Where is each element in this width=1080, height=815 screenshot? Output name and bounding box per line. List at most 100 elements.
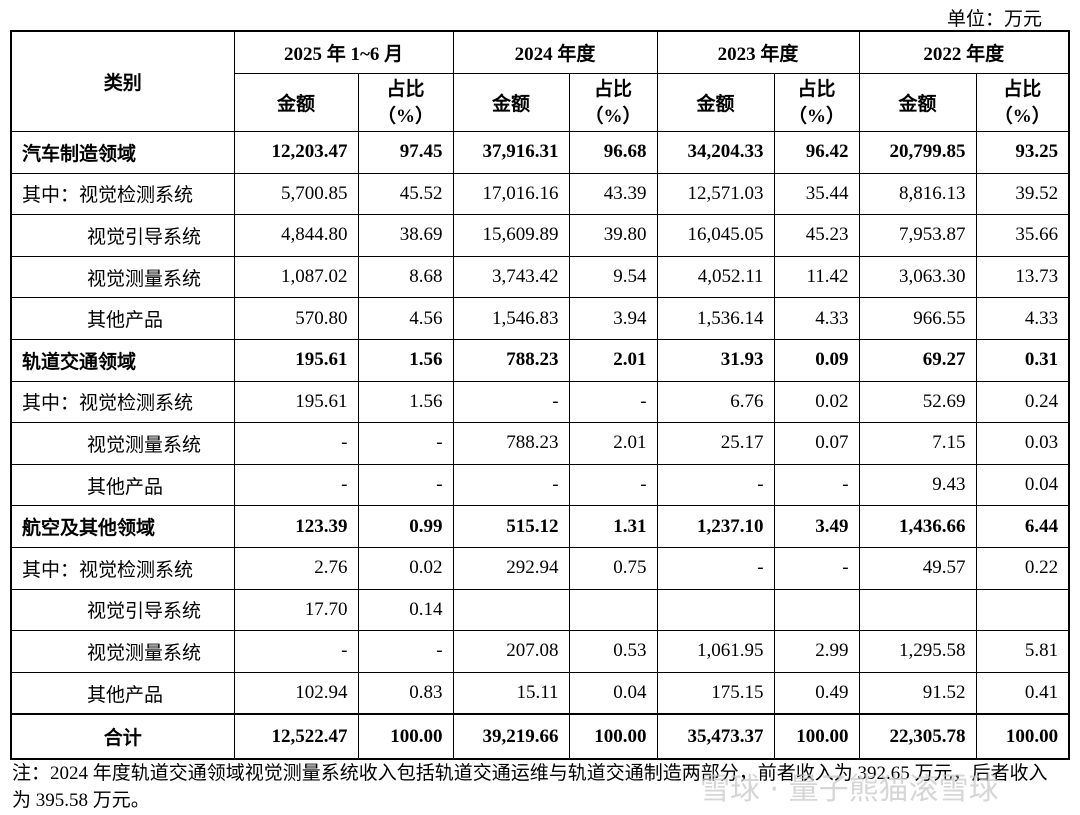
cell: 93.25 xyxy=(975,131,1070,174)
table-row: 汽车制造领域 12,203.47 97.45 37,916.31 96.68 34,204… xyxy=(10,131,1070,174)
header-row: 金额 占比 （%） 金额 占比 （%） 金额 占比 （%） 金额 占比 （%） xyxy=(11,73,1070,132)
cell: 207.08 xyxy=(452,630,570,673)
column-header: 占比 （%） xyxy=(773,73,860,132)
cell: 16,045.05 xyxy=(656,214,775,257)
cell: 39.52 xyxy=(975,172,1070,216)
cell: 31.93 xyxy=(656,338,775,382)
cell: 175.15 xyxy=(656,671,775,715)
column-header: 占比 （%） xyxy=(568,73,658,132)
row-label: 视觉测量系统 xyxy=(10,422,235,465)
cell: 6.44 xyxy=(975,505,1070,548)
header-row: 类别 2025 年 1~6 月 2024 年度 2023 年度 2022 年度 xyxy=(10,30,1070,132)
cell: 195.61 xyxy=(233,380,359,424)
cell: 966.55 xyxy=(858,297,977,340)
table-row: 其他产品 570.80 4.56 1,546.83 3.94 1,536.14 4.33 96… xyxy=(10,297,1070,340)
cell: 69.27 xyxy=(858,338,977,382)
cell xyxy=(858,588,977,632)
cell: 4.56 xyxy=(357,297,454,340)
cell: 0.02 xyxy=(357,546,454,590)
period-header: 2025 年 1~6 月 xyxy=(233,30,454,74)
cell: - xyxy=(233,422,359,465)
period-header: 2023 年度 xyxy=(656,30,860,74)
cell: 37,916.31 xyxy=(452,131,570,174)
cell: 0.03 xyxy=(975,422,1070,465)
cell: 1,436.66 xyxy=(858,505,977,548)
cell: 4.33 xyxy=(773,297,860,340)
cell: 0.07 xyxy=(773,422,860,465)
cell: 8,816.13 xyxy=(858,172,977,216)
total-row: 合计 12,522.47 100.00 39,219.66 100.00 35,473.3… xyxy=(10,713,1070,760)
cell: 17.70 xyxy=(233,588,359,632)
column-header: 金额 xyxy=(452,73,570,132)
cell: 96.42 xyxy=(773,131,860,174)
column-header: 金额 xyxy=(858,73,977,132)
cell: 1,546.83 xyxy=(452,297,570,340)
cell: 7,953.87 xyxy=(858,214,977,257)
cell: 45.23 xyxy=(773,214,860,257)
cell: 3,063.30 xyxy=(858,255,977,299)
row-label: 其中：视觉检测系统 xyxy=(10,172,235,216)
table-row: 其中：视觉检测系统 195.61 1.56- -6.76 0.02 52.69 0.24 xyxy=(10,380,1070,424)
cell: 0.41 xyxy=(975,671,1070,715)
cell: 0.09 xyxy=(773,338,860,382)
cell: - xyxy=(452,463,570,507)
unit-label: 单位：万元 xyxy=(946,9,1042,30)
cell: 4,844.80 xyxy=(233,214,359,257)
cell: - xyxy=(656,463,775,507)
cell xyxy=(568,588,658,632)
table-row: 其他产品 - - - - - -9.43 0.04 xyxy=(10,463,1070,507)
cell: 195.61 xyxy=(233,338,359,382)
cell: - xyxy=(357,422,454,465)
cell: 4.33 xyxy=(975,297,1070,340)
cell: 0.22 xyxy=(975,546,1070,590)
period-header: 2022 年度 xyxy=(858,30,1070,74)
cell: 1,536.14 xyxy=(656,297,775,340)
column-header: 金额 xyxy=(233,73,359,132)
total-cell: 12,522.47 xyxy=(233,713,359,760)
cell: 2.01 xyxy=(568,338,658,382)
table-row: 视觉测量系统 - -207.08 0.53 1,061.95 2.99 1,295.58 5.… xyxy=(10,630,1070,673)
cell: 6.76 xyxy=(656,380,775,424)
cell: 43.39 xyxy=(568,172,658,216)
cell: 12,203.47 xyxy=(233,131,359,174)
cell: 0.31 xyxy=(975,338,1070,382)
cell: 0.14 xyxy=(357,588,454,632)
cell: 15.11 xyxy=(452,671,570,715)
cell: - xyxy=(773,546,860,590)
total-cell: 22,305.78 xyxy=(858,713,977,760)
cell: 9.54 xyxy=(568,255,658,299)
cell: 7.15 xyxy=(858,422,977,465)
period-header: 2024 年度 xyxy=(452,30,658,74)
cell: 2.76 xyxy=(233,546,359,590)
cell: 788.23 xyxy=(452,338,570,382)
cell: 1.56 xyxy=(357,338,454,382)
cell: 788.23 xyxy=(452,422,570,465)
row-label: 轨道交通领域 xyxy=(10,338,235,382)
footnote: 注：2024 年度轨道交通领域视觉测量系统收入包括轨道交通运维与轨道交通制造两部… xyxy=(12,763,1048,811)
cell: 1.56 xyxy=(357,380,454,424)
cell: 20,799.85 xyxy=(858,131,977,174)
cell: 1,087.02 xyxy=(233,255,359,299)
cell: 15,609.89 xyxy=(452,214,570,257)
total-cell: 39,219.66 xyxy=(452,713,570,760)
row-label: 其他产品 xyxy=(10,297,235,340)
row-label: 视觉测量系统 xyxy=(10,630,235,673)
column-header: 金额 xyxy=(656,73,775,132)
total-cell: 100.00 xyxy=(568,713,658,760)
column-header: 占比 （%） xyxy=(357,73,454,132)
row-label: 其中：视觉检测系统 xyxy=(10,546,235,590)
cell: 45.52 xyxy=(357,172,454,216)
cell: 0.24 xyxy=(975,380,1070,424)
row-label: 视觉测量系统 xyxy=(10,255,235,299)
cell: 91.52 xyxy=(858,671,977,715)
cell: 1,295.58 xyxy=(858,630,977,673)
cell: 0.53 xyxy=(568,630,658,673)
cell: 38.69 xyxy=(357,214,454,257)
row-label: 航空及其他领域 xyxy=(10,505,235,548)
table-row: 轨道交通领域 195.61 1.56 788.23 2.01 31.93 0.09 69.27… xyxy=(10,338,1070,382)
cell: 3.94 xyxy=(568,297,658,340)
cell: - xyxy=(357,630,454,673)
cell: 0.04 xyxy=(568,671,658,715)
row-label: 视觉引导系统 xyxy=(10,214,235,257)
